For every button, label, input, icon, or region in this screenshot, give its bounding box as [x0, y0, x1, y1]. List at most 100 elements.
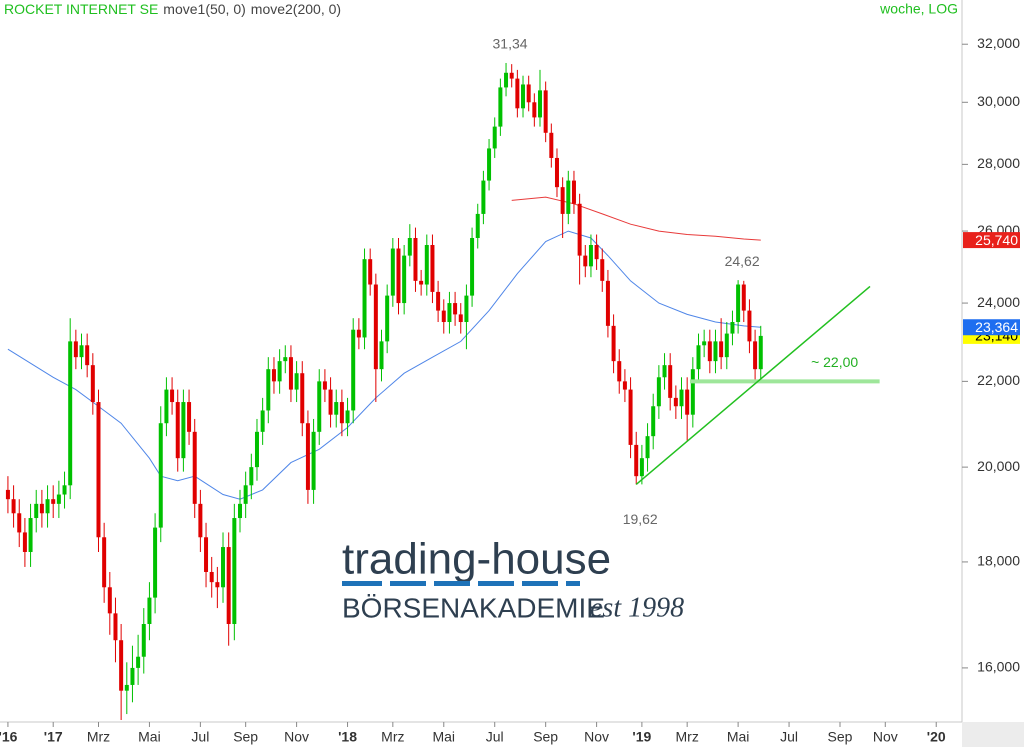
- candle-body: [628, 389, 633, 445]
- candle-body: [170, 389, 175, 403]
- candle-body: [594, 245, 599, 260]
- candle-body: [243, 485, 248, 504]
- candle-body: [17, 513, 22, 533]
- candle-body: [356, 329, 361, 338]
- x-tick-label: Jul: [486, 729, 504, 745]
- candle-body: [119, 640, 124, 691]
- candle-body: [266, 369, 271, 411]
- x-tick-label: '20: [927, 729, 946, 745]
- candle-body: [690, 369, 695, 415]
- candle-body: [509, 72, 514, 79]
- candle-body: [492, 126, 497, 149]
- trendline: [635, 285, 871, 485]
- candle-body: [577, 203, 582, 256]
- candle-body: [221, 547, 226, 588]
- candle-body: [470, 237, 475, 296]
- candle-body: [260, 410, 265, 432]
- candle-body: [385, 295, 390, 342]
- candle-body: [571, 180, 576, 204]
- candle-body: [39, 503, 44, 514]
- candle-body: [645, 436, 650, 459]
- candle-body: [758, 335, 763, 370]
- candle-body: [702, 341, 707, 346]
- candle-body: [34, 503, 39, 519]
- x-tick-label: Jul: [191, 729, 209, 745]
- candle-body: [662, 365, 667, 378]
- candle-body: [147, 597, 152, 625]
- candle-body: [215, 582, 220, 588]
- x-tick-label: Mrz: [87, 729, 110, 745]
- moving-average: [511, 196, 761, 241]
- candle-body: [288, 357, 293, 390]
- legend-entry: move1(50, 0): [163, 1, 245, 17]
- candle-body: [249, 467, 254, 486]
- watermark-dash: [390, 581, 426, 586]
- candle-body: [424, 245, 429, 285]
- candle-body: [102, 537, 107, 588]
- price-tag-label: 23,364: [975, 319, 1018, 335]
- candle-body: [447, 303, 452, 323]
- candle-body: [158, 423, 163, 528]
- candle-body: [430, 245, 435, 292]
- candle-body: [85, 345, 90, 366]
- candle-body: [204, 537, 209, 572]
- candle-body: [56, 494, 61, 504]
- candle-body: [741, 284, 746, 311]
- chart-title-line: ROCKET INTERNET SE move1(50, 0) move2(200,…: [4, 1, 341, 17]
- candle-body: [605, 280, 610, 326]
- candle-body: [673, 397, 678, 407]
- corner-box: [962, 722, 1024, 747]
- x-tick-label: Mai: [727, 729, 750, 745]
- candle-body: [696, 345, 701, 370]
- candle-body: [141, 624, 146, 657]
- x-tick-label: '18: [338, 729, 357, 745]
- y-tick-label: 30,000: [977, 93, 1020, 109]
- candle-body: [62, 485, 67, 495]
- candle-body: [294, 373, 299, 390]
- candle-body: [113, 613, 118, 641]
- candle-body: [504, 72, 509, 88]
- x-tick-label: Nov: [873, 729, 898, 745]
- legend-entry: move2(200, 0): [251, 1, 341, 17]
- candle-body: [73, 341, 78, 358]
- candle-body: [390, 248, 395, 296]
- price-tag-label: 25,740: [975, 232, 1018, 248]
- candle-body: [5, 489, 10, 500]
- candle-body: [277, 361, 282, 382]
- candle-body: [90, 365, 95, 403]
- price-tag: [963, 319, 1020, 336]
- watermark-brand: trading-house: [342, 535, 611, 584]
- candle-body: [538, 90, 542, 118]
- candle-body: [96, 402, 101, 538]
- candle-body: [639, 458, 644, 477]
- candle-body: [560, 187, 565, 214]
- candle-body: [634, 444, 639, 477]
- candle-body: [322, 381, 327, 390]
- candle-body: [22, 532, 27, 552]
- candle-body: [719, 341, 724, 358]
- watermark-dash: [566, 581, 580, 586]
- candle-body: [11, 499, 16, 514]
- candle-body: [622, 381, 627, 390]
- candle-body: [181, 402, 186, 459]
- candle-body: [566, 180, 571, 214]
- candle-body: [679, 389, 684, 407]
- candle-body: [396, 248, 401, 304]
- candle-body: [413, 237, 418, 281]
- candle-body: [713, 341, 718, 362]
- candle-body: [436, 291, 441, 311]
- candle-body: [136, 656, 141, 668]
- candle-body: [498, 87, 503, 127]
- watermark-tagline: BÖRSENAKADEMIE: [342, 592, 605, 623]
- y-tick-label: 32,000: [977, 35, 1020, 51]
- candle-body: [271, 369, 276, 382]
- candle-body: [521, 84, 526, 109]
- candle-body: [554, 157, 559, 188]
- x-tick-label: Sep: [533, 729, 558, 745]
- candle-body: [487, 148, 492, 181]
- candle-body: [164, 389, 169, 424]
- x-tick-label: Mrz: [676, 729, 699, 745]
- watermark-dash: [342, 581, 382, 586]
